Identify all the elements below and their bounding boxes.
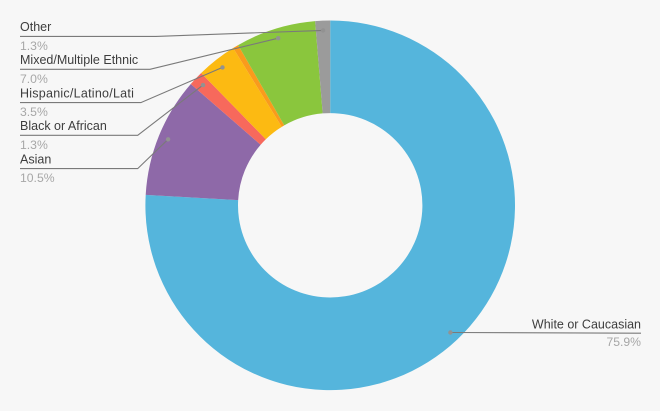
svg-text:Mixed/Multiple Ethnic: Mixed/Multiple Ethnic: [20, 53, 138, 67]
svg-text:7.0%: 7.0%: [20, 72, 48, 86]
svg-text:Asian: Asian: [20, 152, 51, 166]
svg-text:1.3%: 1.3%: [20, 138, 48, 152]
svg-text:Black or African: Black or African: [20, 119, 107, 133]
svg-text:Hispanic/Latino/Lati: Hispanic/Latino/Lati: [20, 86, 134, 100]
svg-text:White or Caucasian: White or Caucasian: [532, 317, 641, 331]
svg-text:Other: Other: [20, 20, 51, 34]
svg-text:1.3%: 1.3%: [20, 39, 48, 53]
svg-text:3.5%: 3.5%: [20, 105, 48, 119]
svg-text:75.9%: 75.9%: [606, 335, 641, 349]
svg-text:10.5%: 10.5%: [20, 171, 55, 185]
